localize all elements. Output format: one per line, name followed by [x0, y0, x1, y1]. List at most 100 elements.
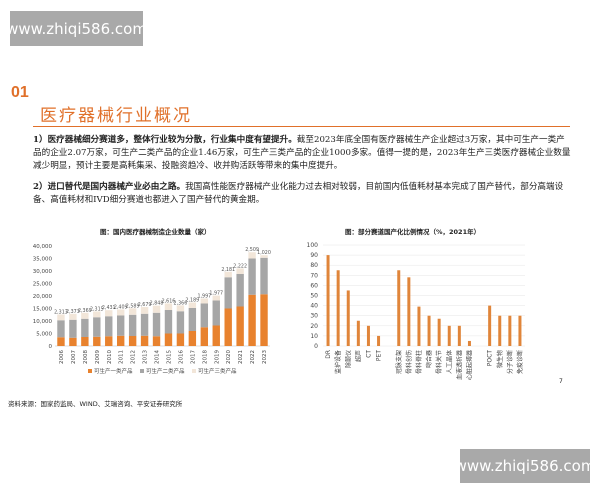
data-label: 2,679 [138, 302, 152, 308]
x-tick-label: 2013 [143, 350, 149, 364]
data-label: 2,189 [185, 298, 199, 304]
x-tick-label: 监护设备 [334, 350, 342, 374]
y-tick-label: 60 [310, 282, 318, 289]
y-tick-label: 0 [314, 343, 318, 350]
x-tick-label: PET [376, 350, 383, 361]
y-tick-label: 50 [310, 293, 318, 300]
legend-swatch [192, 369, 196, 373]
x-tick-label: POCT [487, 350, 494, 367]
y-tick-label: 10,000 [33, 319, 53, 325]
x-tick-label: 骨科脊柱 [415, 350, 423, 374]
bar-2023-series-2 [260, 255, 268, 258]
bar-2007-series-2 [69, 313, 77, 320]
y-tick-label: 40 [310, 303, 318, 310]
bar-2010-series-1 [105, 316, 113, 337]
data-label: 2,366 [174, 300, 188, 306]
y-tick-label: 25,000 [33, 282, 53, 288]
x-tick-label: 2015 [166, 350, 172, 364]
paragraph-1-body: 截至2023年底全国有医疗器械生产企业超过3万家，其中可生产一类产品的企业2.0… [33, 135, 571, 171]
data-label: 2,313 [54, 309, 68, 315]
bar-2012-series-1 [128, 314, 137, 336]
data-label: 1,020 [257, 250, 271, 256]
x-tick-label: 心脏起搏器 [465, 350, 473, 380]
x-tick-label: 2022 [250, 350, 256, 364]
data-label: 2,848 [150, 301, 164, 307]
bar-2023-series-1 [260, 257, 268, 295]
bar-分子诊断 [508, 315, 512, 346]
bar-吻合器 [427, 315, 431, 346]
paragraph-2-body: 我国高性能医疗器械产业化能力过去相对较弱，目前国内低值耗材基本完成了国产替代，部… [33, 182, 564, 205]
bar-2015-series-0 [164, 333, 173, 346]
x-tick-label: 2010 [107, 350, 113, 364]
data-label: 2,509 [245, 247, 259, 253]
bar-2015-series-1 [164, 310, 173, 334]
bar-2011-series-1 [116, 315, 125, 336]
bar-2006-series-2 [57, 314, 65, 321]
x-tick-label: 分子诊断 [506, 350, 514, 374]
y-tick-label: 20,000 [33, 294, 53, 300]
chart-2-title: 图：部分赛道国产化比例情况（%，2021年） [345, 228, 481, 236]
data-label: 2,369 [78, 308, 92, 314]
bar-2011-series-2 [116, 309, 125, 316]
bar-2006-series-1 [57, 320, 65, 338]
data-label: 2,222 [233, 263, 247, 269]
x-tick-label: 除颤仪 [344, 350, 352, 368]
bar-2014-series-0 [152, 336, 161, 346]
source-note: 资料来源：国家药监局、WIND、艾瑞咨询、平安证券研究所 [8, 400, 183, 408]
x-tick-label: 吻合器 [425, 350, 433, 368]
page-number: 7 [559, 378, 563, 385]
bar-2012-series-2 [128, 308, 137, 315]
bar-微生物 [498, 315, 502, 346]
data-label: 2,373 [66, 309, 80, 315]
bar-CT [366, 325, 370, 346]
bar-2016-series-0 [176, 333, 185, 346]
data-label: 2,409 [114, 304, 128, 310]
x-tick-label: 2019 [214, 350, 220, 364]
title-divider [33, 126, 570, 127]
bar-心脏起搏器 [467, 340, 471, 346]
bar-2022-series-2 [248, 252, 256, 259]
bar-2015-series-2 [164, 303, 173, 310]
x-tick-label: 2009 [95, 350, 101, 364]
x-tick-label: 2011 [119, 350, 125, 364]
section-title: 医疗器械行业概况 [40, 106, 192, 126]
section-number: 01 [11, 84, 29, 101]
y-tick-label: 0 [49, 344, 53, 350]
bar-2013-series-0 [140, 335, 149, 346]
bar-2008-series-0 [81, 337, 89, 346]
x-tick-label: 2021 [238, 350, 244, 364]
bar-2018-series-1 [200, 303, 209, 328]
x-tick-label: 2014 [155, 350, 161, 364]
bar-2021-series-0 [236, 306, 244, 346]
bar-2019-series-1 [212, 300, 220, 326]
data-label: 2,616 [162, 298, 176, 304]
x-tick-label: 2012 [131, 350, 137, 364]
bar-POCT [488, 305, 492, 346]
bar-2021-series-2 [236, 268, 244, 274]
data-label: 1,977 [209, 291, 223, 297]
legend-label: 可生产二类产品 [146, 367, 185, 375]
bar-人工晶体 [447, 325, 451, 346]
bar-2014-series-2 [152, 305, 161, 313]
chart-1-title: 图：国内医疗器械制造企业数量（家） [100, 228, 211, 236]
paragraph-2: 2）进口替代是国内器械产业必由之路。我国高性能医疗器械产业化能力过去相对较弱，目… [33, 181, 573, 207]
bar-2013-series-2 [140, 307, 149, 314]
x-tick-label: 免疫诊断 [516, 350, 524, 374]
x-tick-label: 2023 [262, 350, 268, 364]
bar-免疫诊断 [518, 315, 522, 346]
bar-2006-series-0 [57, 337, 65, 346]
y-tick-label: 70 [310, 272, 318, 279]
x-tick-label: 2020 [226, 350, 232, 364]
paragraph-1-lead: 1）医疗器械细分赛道多，整体行业较为分散，行业集中度有望提升。 [33, 135, 297, 145]
bar-2014-series-1 [152, 312, 161, 337]
x-tick-label: 2006 [59, 350, 65, 364]
bar-2016-series-1 [176, 311, 185, 334]
bar-2017-series-0 [188, 331, 197, 346]
bar-2018-series-0 [200, 327, 209, 346]
bar-2017-series-2 [188, 302, 197, 308]
legend-label: 可生产一类产品 [94, 367, 133, 375]
bar-2019-series-2 [212, 295, 220, 301]
bar-2023-series-0 [260, 294, 268, 346]
y-tick-label: 10 [310, 333, 318, 340]
bar-2016-series-2 [176, 305, 185, 312]
